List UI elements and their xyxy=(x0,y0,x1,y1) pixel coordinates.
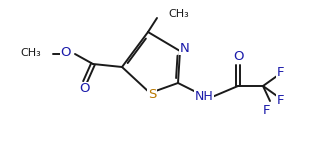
Text: O: O xyxy=(233,51,243,63)
Text: O: O xyxy=(60,46,71,59)
Text: F: F xyxy=(276,66,284,79)
Text: F: F xyxy=(276,94,284,107)
Text: S: S xyxy=(148,87,156,100)
Text: N: N xyxy=(180,42,190,55)
Text: CH₃: CH₃ xyxy=(20,48,41,58)
Text: CH₃: CH₃ xyxy=(168,9,189,19)
Text: F: F xyxy=(262,104,270,118)
Text: O: O xyxy=(79,83,89,96)
Text: NH: NH xyxy=(195,90,213,104)
